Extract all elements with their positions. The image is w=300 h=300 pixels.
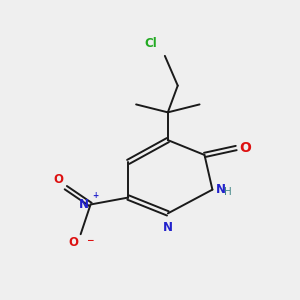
Text: N: N	[79, 198, 88, 211]
Text: Cl: Cl	[144, 37, 157, 50]
Text: N: N	[163, 221, 173, 234]
Text: N: N	[215, 183, 225, 196]
Text: O: O	[54, 173, 64, 186]
Text: O: O	[239, 141, 251, 155]
Text: H: H	[224, 187, 232, 196]
Text: O: O	[69, 236, 79, 249]
Text: −: −	[85, 236, 93, 245]
Text: +: +	[92, 190, 99, 200]
